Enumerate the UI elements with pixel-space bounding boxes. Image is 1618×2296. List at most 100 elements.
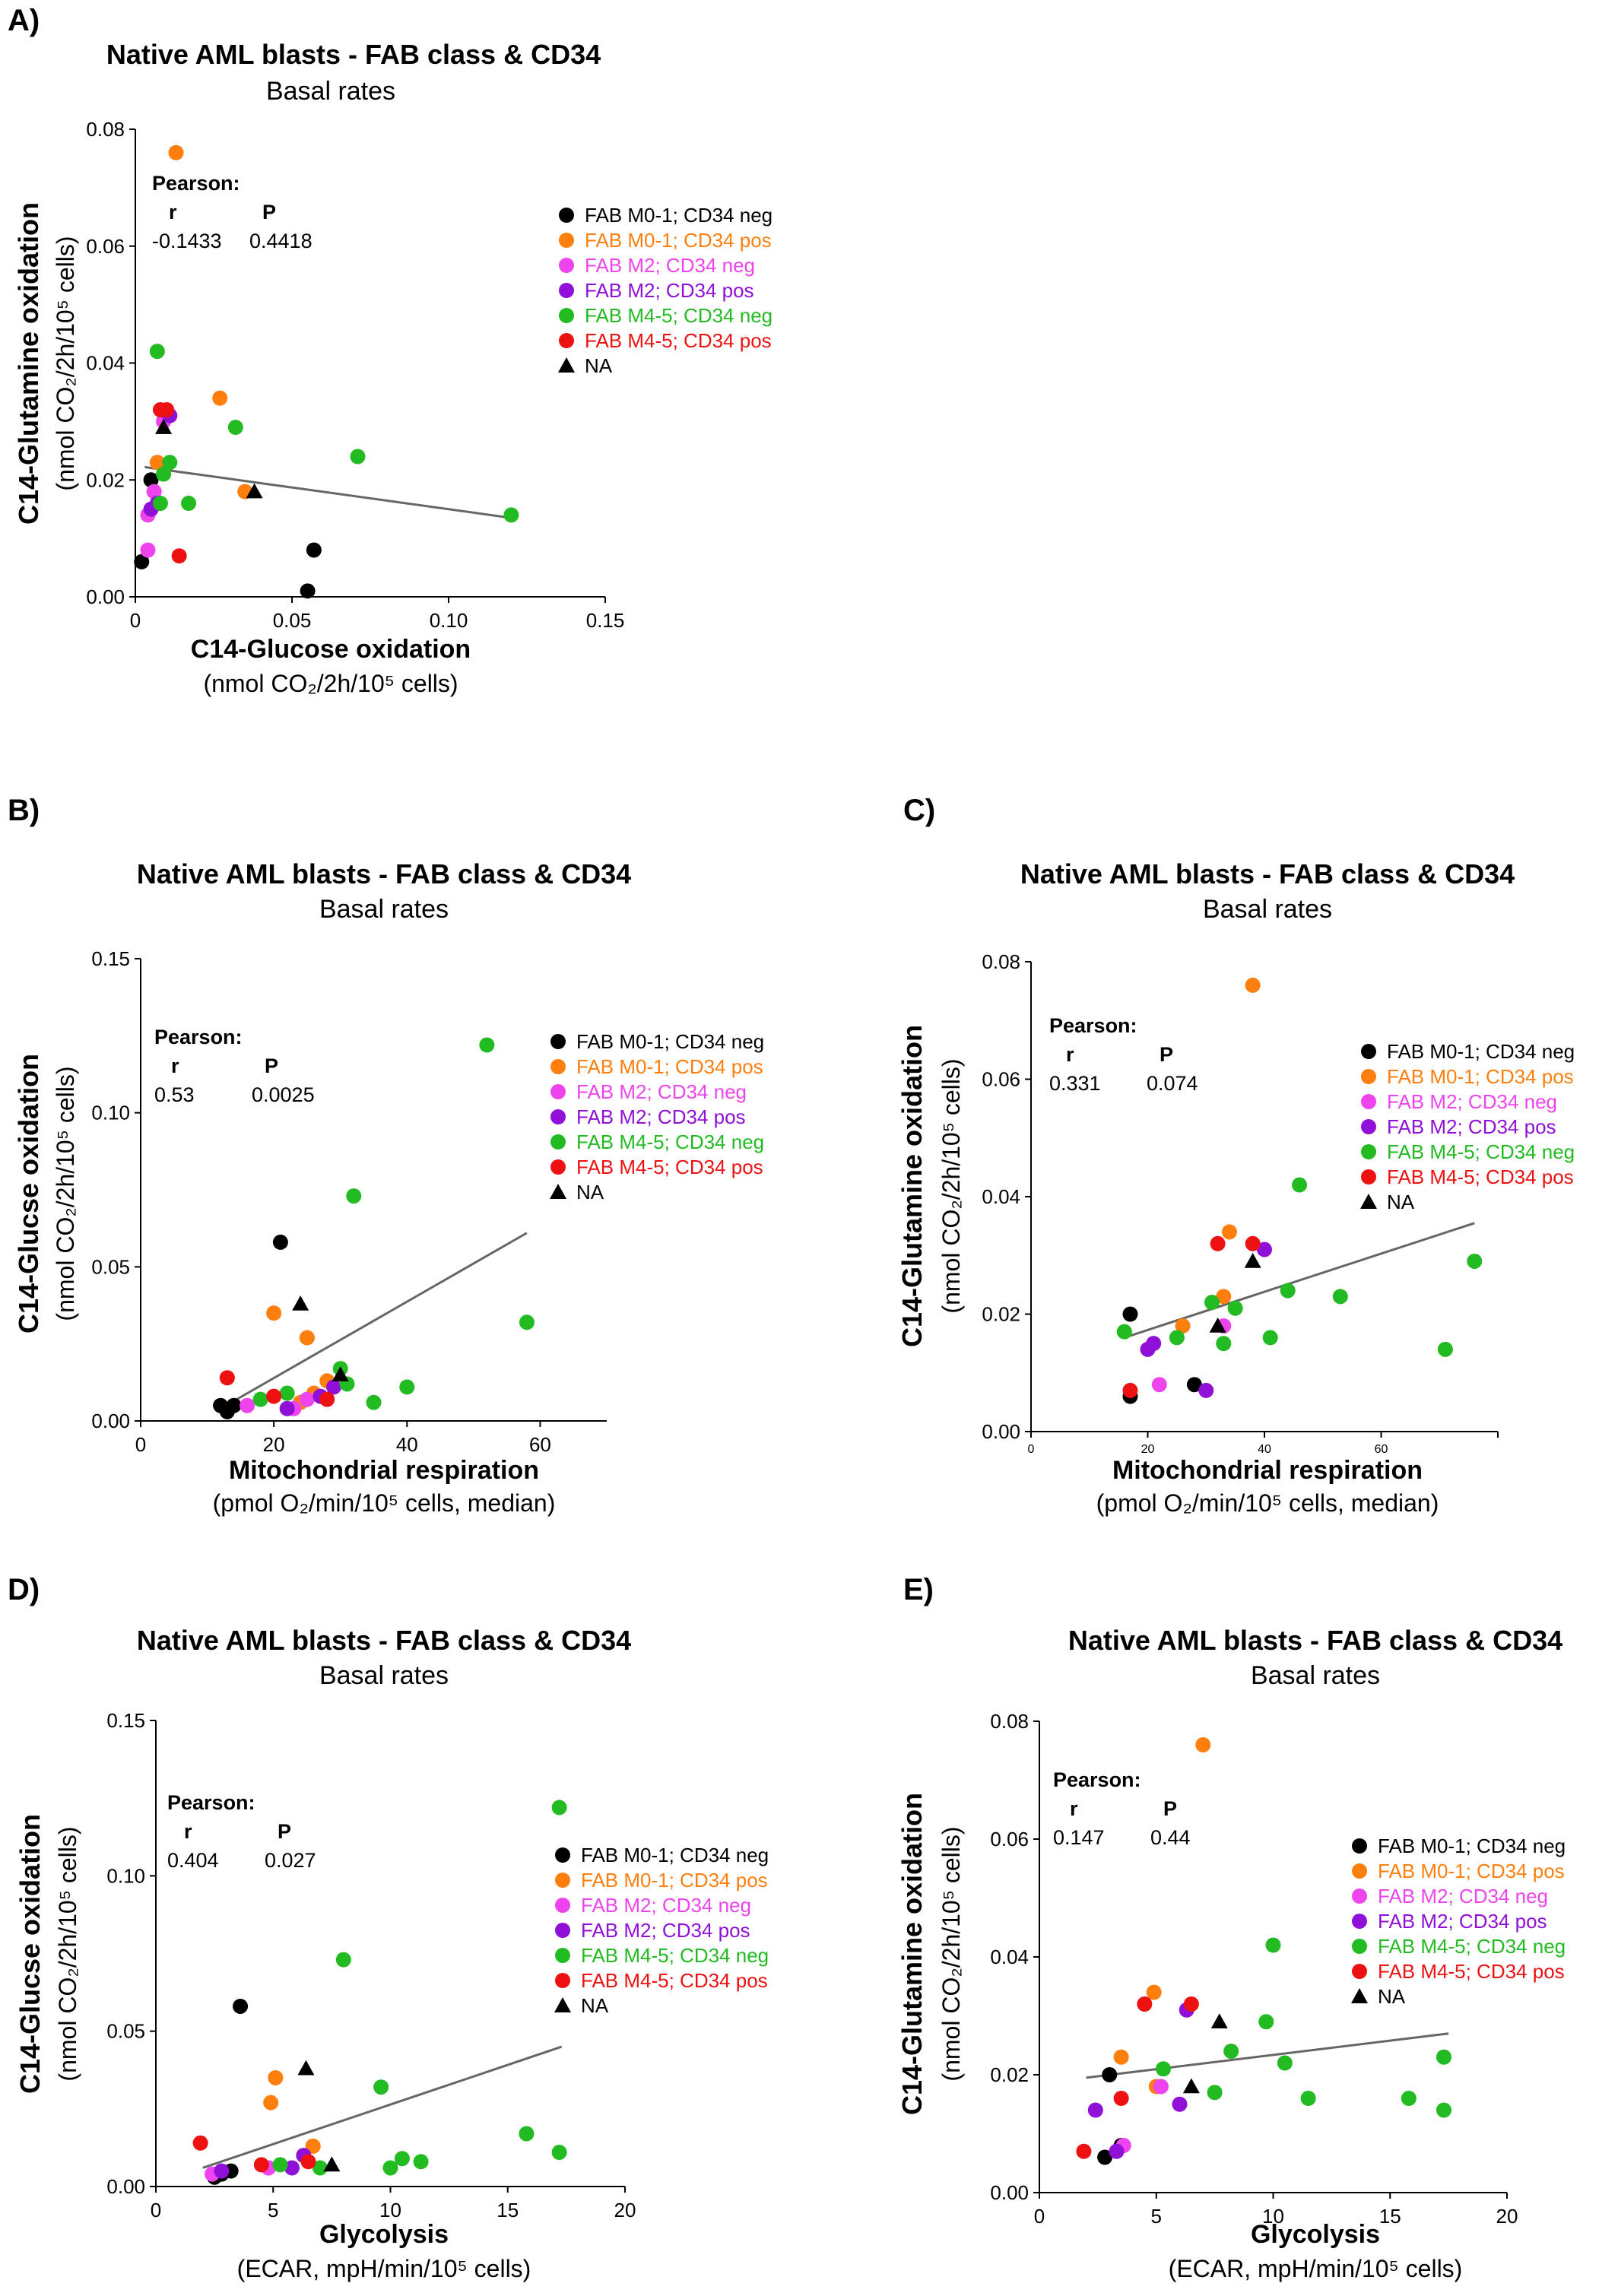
chart-subtitle: Basal rates: [319, 1661, 449, 1690]
data-point: [1087, 2102, 1103, 2118]
chart-panel-b: B) Native AML blasts - FAB class & CD34 Ba…: [8, 794, 764, 1517]
data-point: [146, 484, 162, 499]
data-point: [134, 553, 150, 569]
legend-marker: [559, 333, 574, 348]
legend-marker-triangle: [550, 1184, 566, 1199]
y-tick-label: 0.15: [91, 947, 130, 970]
legend-label: FAB M2; CD34 neg: [576, 1080, 747, 1103]
x-tick-label: 40: [1258, 1443, 1271, 1456]
data-point: [335, 1952, 351, 1968]
data-point: [1436, 2049, 1451, 2065]
legend-marker: [555, 1847, 570, 1863]
x-tick-label: 20: [1496, 2205, 1518, 2228]
data-point: [149, 455, 165, 471]
data-point: [272, 1234, 288, 1250]
data-point: [1216, 1289, 1232, 1305]
chart-title: Native AML blasts - FAB class & CD34: [137, 1625, 631, 1656]
data-point: [1122, 1306, 1138, 1322]
data-point: [346, 1188, 362, 1204]
data-point: [1265, 1937, 1281, 1953]
data-point: [212, 390, 228, 406]
x-axis-label: Glycolysis: [319, 2220, 449, 2249]
chart-subtitle: Basal rates: [319, 895, 449, 924]
data-point: [252, 1391, 268, 1407]
data-point: [312, 2160, 328, 2176]
y-tick-label: 0.04: [990, 1946, 1029, 1968]
data-point: [1155, 2061, 1171, 2077]
data-point: [1204, 1295, 1220, 1311]
legend-label: FAB M4-5; CD34 neg: [1378, 1935, 1566, 1958]
data-point: [503, 507, 519, 523]
legend-marker: [555, 1948, 570, 1963]
y-tick-label: 0.02: [982, 1303, 1020, 1326]
data-point: [1076, 2143, 1092, 2159]
legend-label: FAB M2; CD34 pos: [581, 1919, 750, 1942]
x-axis-unit: (nmol CO₂/2h/10⁵ cells): [203, 670, 458, 697]
data-point: [214, 2163, 230, 2179]
data-point: [181, 496, 197, 511]
x-tick-label: 0.10: [430, 609, 468, 632]
pearson-p-value: 0.0025: [252, 1083, 315, 1106]
data-point: [479, 1037, 495, 1053]
legend-label: FAB M4-5; CD34 neg: [576, 1131, 764, 1153]
legend-marker: [559, 308, 574, 323]
regression-line: [144, 465, 512, 519]
y-tick-label: 0.00: [91, 1410, 130, 1432]
y-tick-label: 0.00: [86, 585, 125, 608]
data-point: [284, 2160, 300, 2176]
y-tick-label: 0.00: [106, 2175, 145, 2198]
chart-title: Native AML blasts - FAB class & CD34: [106, 39, 601, 70]
pearson-r-value: 0.331: [1049, 1072, 1101, 1095]
regression-line: [202, 2045, 563, 2169]
legend-marker: [559, 283, 574, 298]
data-point: [325, 1379, 341, 1395]
data-point-triangle: [1182, 2078, 1200, 2094]
y-axis-unit: (nmol CO₂/2h/10⁵ cells): [52, 236, 79, 490]
x-axis-label: Mitochondrial respiration: [229, 1456, 539, 1485]
legend-label: FAB M4-5; CD34 pos: [1378, 1960, 1565, 1983]
x-tick-label: 20: [263, 1433, 285, 1456]
x-axis-unit: (pmol O₂/min/10⁵ cells, median): [213, 1489, 556, 1517]
x-tick-label: 60: [529, 1433, 551, 1456]
data-point: [253, 2157, 269, 2173]
data-point: [1258, 2014, 1274, 2030]
chart-subtitle: Basal rates: [1203, 895, 1332, 924]
data-point: [299, 1391, 315, 1407]
data-point: [299, 1330, 315, 1346]
data-point: [1216, 1336, 1232, 1352]
legend-label: NA: [581, 1994, 609, 2017]
pearson-p-value: 0.027: [265, 1849, 316, 1872]
y-tick-label: 0.06: [990, 1828, 1029, 1850]
legend-marker: [559, 208, 574, 223]
panel-label: C): [903, 794, 935, 827]
data-point: [1198, 1382, 1214, 1398]
data-point-triangle: [292, 1295, 309, 1311]
x-tick-label: 0: [151, 2199, 161, 2221]
pearson-p-label: P: [262, 201, 276, 224]
data-point: [1153, 2079, 1169, 2095]
legend-label: FAB M2; CD34 neg: [1387, 1090, 1557, 1113]
legend-marker: [1361, 1119, 1376, 1134]
legend-label: FAB M4-5; CD34 neg: [585, 304, 773, 327]
data-point: [1437, 1341, 1453, 1357]
chart-subtitle: Basal rates: [266, 77, 395, 106]
data-point: [1257, 1242, 1272, 1257]
data-point: [268, 2069, 284, 2085]
y-axis-unit: (nmol CO₂/2h/10⁵ cells): [52, 1066, 79, 1321]
x-axis-label: C14-Glucose oxidation: [191, 635, 471, 664]
legend-marker: [550, 1134, 566, 1150]
data-point: [1122, 1382, 1138, 1398]
x-tick-label: 0: [130, 609, 141, 632]
data-point-triangle: [1244, 1252, 1261, 1268]
regression-line: [220, 1232, 528, 1410]
x-tick-label: 60: [1375, 1443, 1388, 1456]
pearson-p-label: P: [278, 1820, 291, 1843]
pearson-r-value: 0.147: [1053, 1826, 1105, 1849]
pearson-p-label: P: [1160, 1043, 1173, 1066]
y-axis-label: C14-Glutamine oxidation: [896, 1793, 928, 2115]
pearson-p-value: 0.44: [1150, 1826, 1191, 1849]
y-axis-label: C14-Glutamine oxidation: [896, 1025, 928, 1347]
y-tick-label: 0.15: [106, 1709, 145, 1732]
